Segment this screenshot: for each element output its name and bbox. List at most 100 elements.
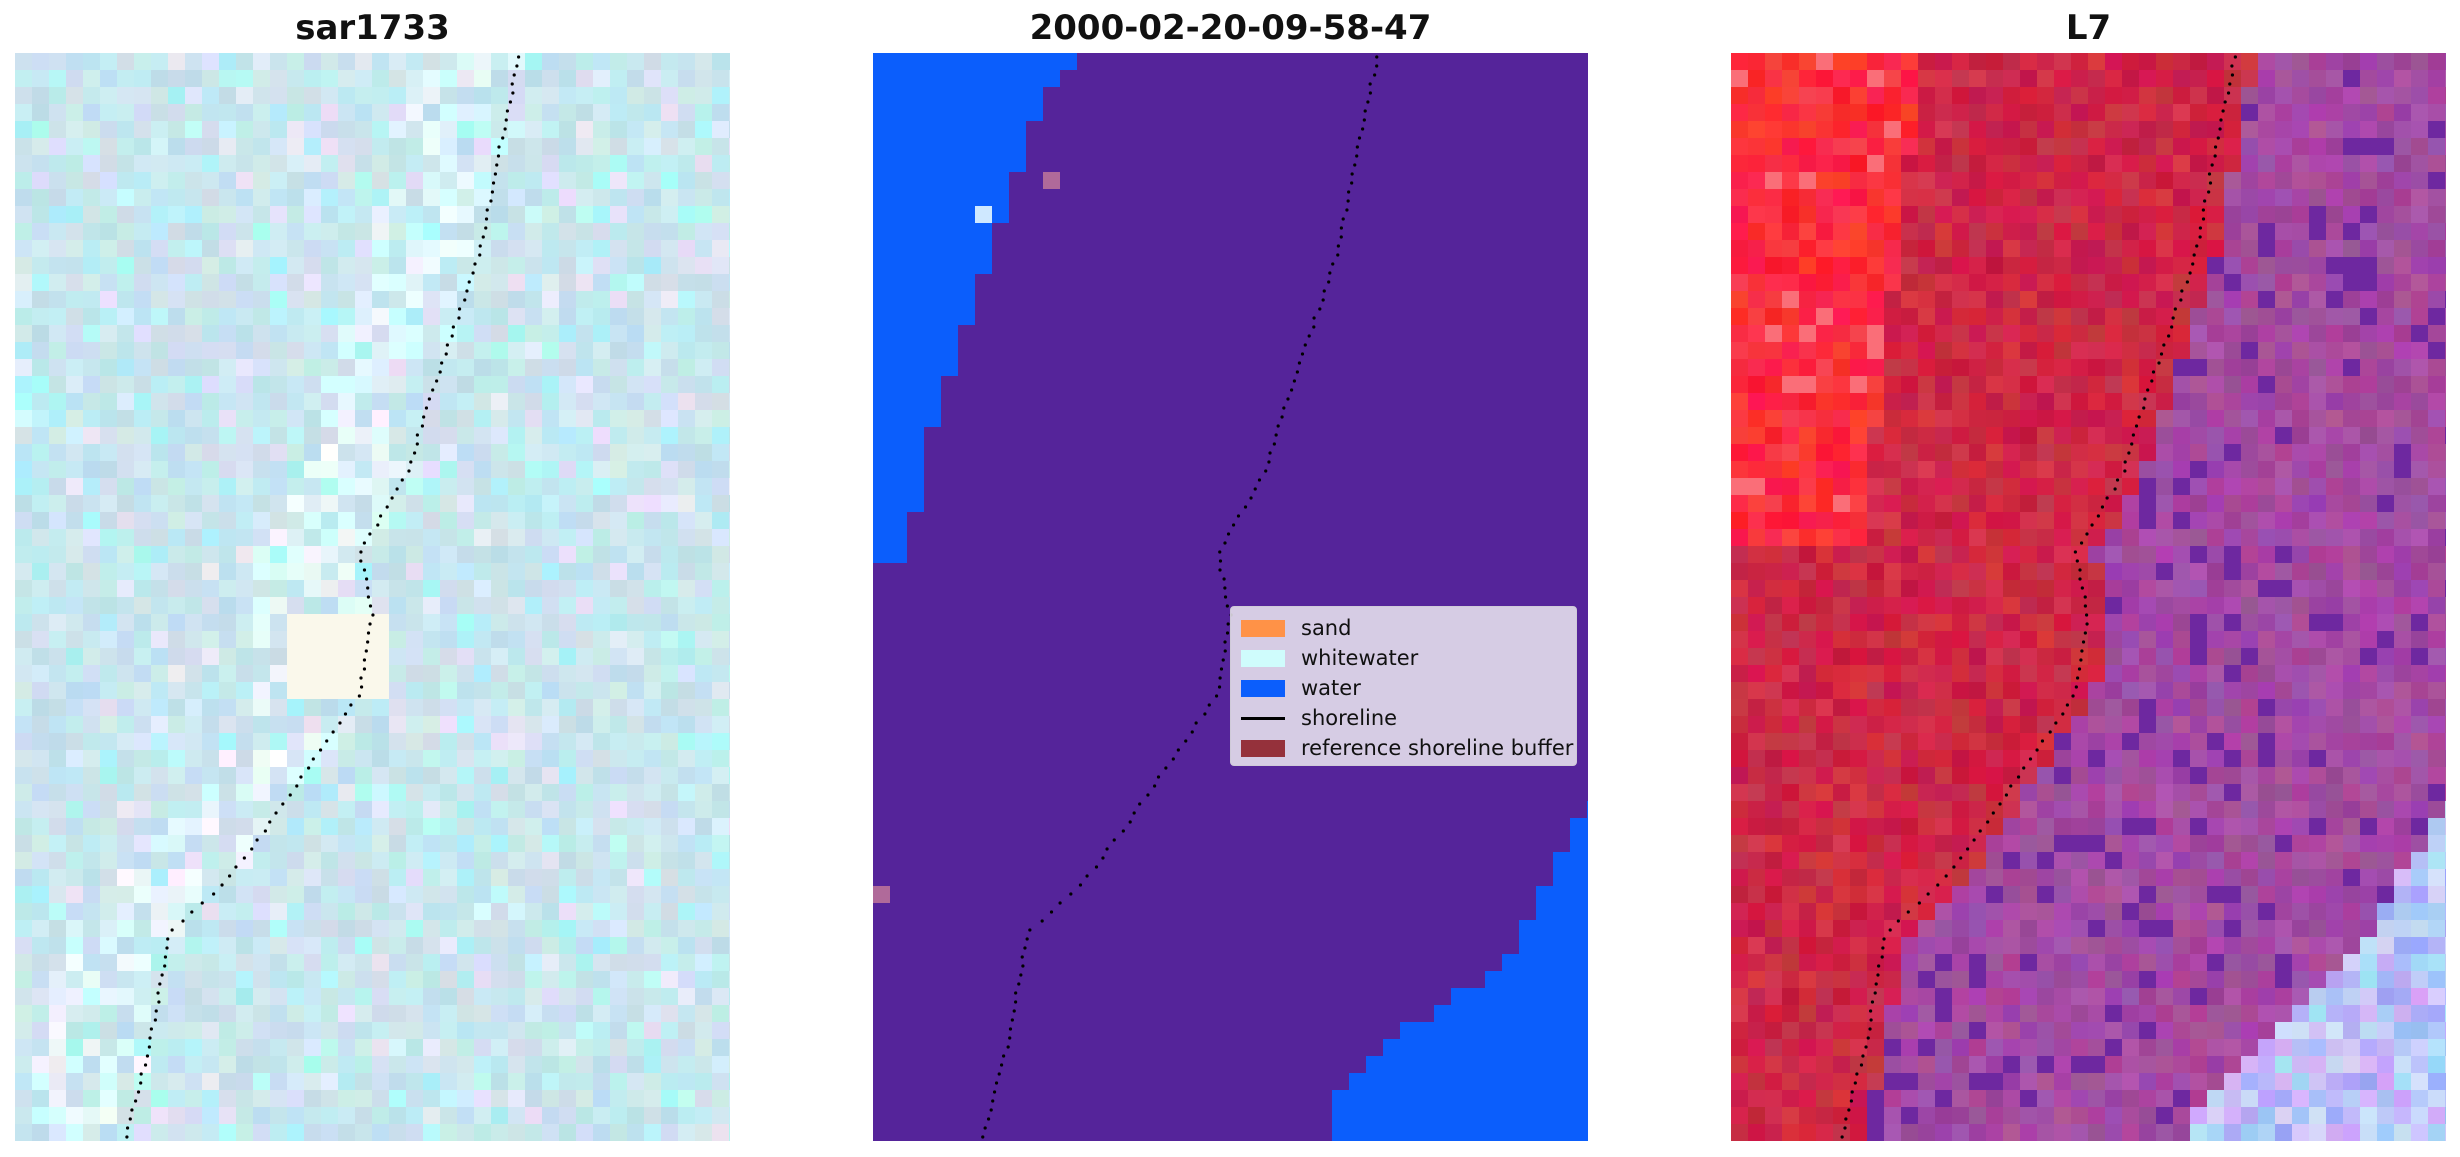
image-pixel [66, 223, 83, 240]
image-pixel [1765, 206, 1782, 223]
image-pixel [202, 53, 219, 70]
image-pixel [2122, 138, 2139, 155]
image-pixel [593, 104, 610, 121]
image-pixel [287, 121, 304, 138]
image-pixel [355, 461, 372, 478]
image-pixel [2037, 206, 2054, 223]
image-pixel [2122, 393, 2139, 410]
water-class-pixel [1400, 1022, 1417, 1039]
water-class-pixel [1570, 852, 1587, 869]
image-pixel [66, 818, 83, 835]
image-pixel [151, 155, 168, 172]
image-pixel [2326, 546, 2343, 563]
image-pixel [491, 835, 508, 852]
image-pixel [304, 1073, 321, 1090]
image-pixel [1986, 665, 2003, 682]
water-class-pixel [1519, 1022, 1536, 1039]
image-pixel [185, 716, 202, 733]
image-pixel [389, 189, 406, 206]
image-pixel [2037, 87, 2054, 104]
image-pixel [491, 291, 508, 308]
image-pixel [219, 852, 236, 869]
image-pixel [32, 342, 49, 359]
image-pixel [2292, 291, 2309, 308]
image-pixel [423, 495, 440, 512]
image-pixel [474, 155, 491, 172]
image-pixel [2275, 512, 2292, 529]
image-pixel [15, 393, 32, 410]
image-pixel [593, 682, 610, 699]
image-pixel [287, 223, 304, 240]
image-pixel [1918, 342, 1935, 359]
image-pixel [2190, 529, 2207, 546]
image-pixel [644, 920, 661, 937]
image-pixel [1952, 155, 1969, 172]
image-pixel [695, 597, 712, 614]
image-pixel [100, 563, 117, 580]
image-pixel [2377, 665, 2394, 682]
image-pixel [2360, 444, 2377, 461]
image-pixel [1884, 240, 1901, 257]
image-pixel [423, 1039, 440, 1056]
image-pixel [236, 1005, 253, 1022]
shoreline-point [1355, 145, 1359, 149]
image-pixel [185, 393, 202, 410]
image-pixel [1901, 257, 1918, 274]
image-pixel [321, 1039, 338, 1056]
image-pixel [49, 920, 66, 937]
image-pixel [1765, 614, 1782, 631]
image-pixel [1748, 359, 1765, 376]
image-pixel [712, 529, 729, 546]
image-pixel [389, 410, 406, 427]
image-pixel [2377, 427, 2394, 444]
image-pixel [1816, 325, 1833, 342]
image-pixel [593, 954, 610, 971]
image-pixel [2105, 325, 2122, 342]
image-pixel [491, 971, 508, 988]
image-pixel [66, 325, 83, 342]
image-pixel [678, 954, 695, 971]
shoreline-point [1217, 685, 1222, 689]
image-pixel [2326, 342, 2343, 359]
image-pixel [202, 869, 219, 886]
image-pixel [185, 308, 202, 325]
image-pixel [304, 104, 321, 121]
image-pixel [32, 393, 49, 410]
image-pixel [542, 478, 559, 495]
image-pixel [2088, 580, 2105, 597]
image-pixel [2054, 291, 2071, 308]
image-pixel [1918, 512, 1935, 529]
image-pixel [151, 1022, 168, 1039]
image-pixel [457, 546, 474, 563]
image-pixel [2309, 597, 2326, 614]
image-pixel [2275, 427, 2292, 444]
image-pixel [440, 580, 457, 597]
image-pixel [542, 699, 559, 716]
image-pixel [661, 427, 678, 444]
image-pixel [729, 240, 730, 257]
image-pixel [253, 512, 270, 529]
image-pixel [1782, 461, 1799, 478]
image-pixel [2020, 257, 2037, 274]
image-pixel [695, 937, 712, 954]
image-pixel [2309, 393, 2326, 410]
image-pixel [1884, 563, 1901, 580]
image-pixel [610, 257, 627, 274]
image-pixel [593, 597, 610, 614]
image-pixel [372, 325, 389, 342]
image-pixel [219, 971, 236, 988]
image-pixel [389, 257, 406, 274]
image-pixel [2241, 444, 2258, 461]
image-pixel [678, 1005, 695, 1022]
image-pixel [627, 274, 644, 291]
image-pixel [355, 257, 372, 274]
image-pixel [168, 478, 185, 495]
image-pixel [2088, 546, 2105, 563]
image-pixel [151, 257, 168, 274]
image-pixel [2122, 461, 2139, 478]
image-pixel [372, 1107, 389, 1124]
image-pixel [678, 801, 695, 818]
image-pixel [2241, 155, 2258, 172]
image-pixel [423, 257, 440, 274]
image-pixel [559, 1107, 576, 1124]
